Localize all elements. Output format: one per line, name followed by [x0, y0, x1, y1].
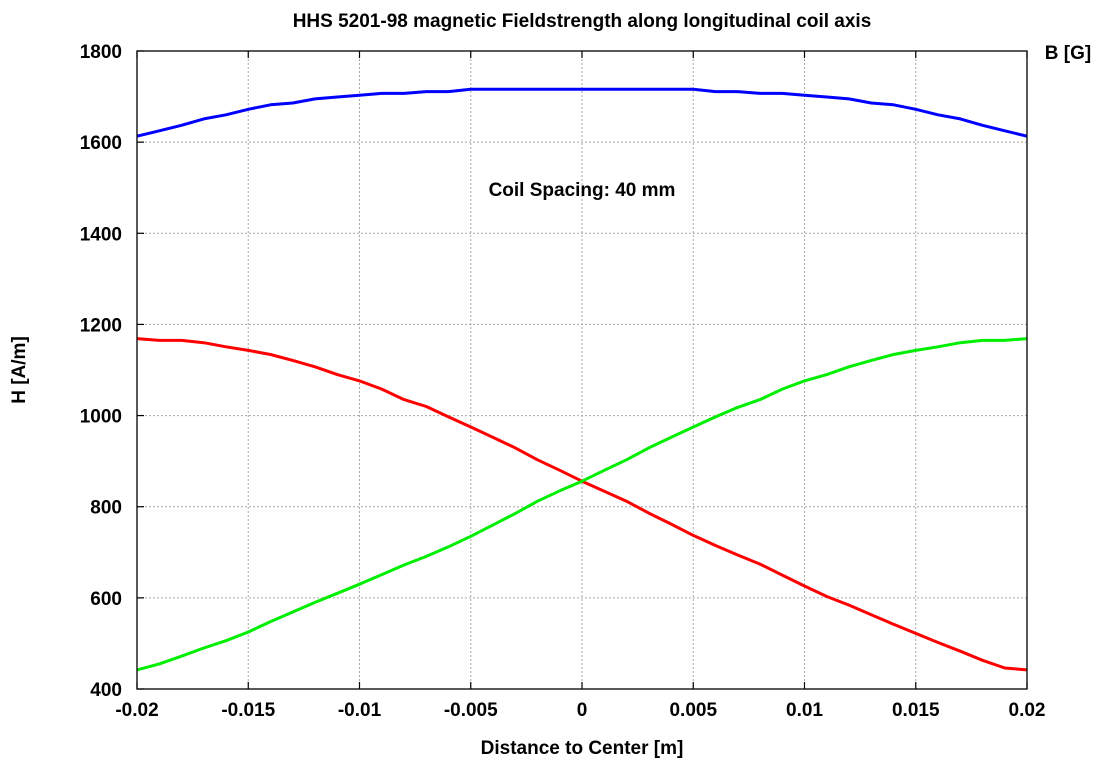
- y-axis-title: H [A/m]: [9, 336, 30, 404]
- y-tick-label: 1000: [80, 407, 122, 428]
- tick-marks: [136, 50, 1028, 690]
- y-tick-label: 1400: [80, 224, 122, 245]
- chart-title: HHS 5201-98 magnetic Fieldstrength along…: [293, 11, 872, 32]
- series-line-green: [136, 337, 1028, 672]
- y2-axis-title: B [G]: [1045, 43, 1091, 64]
- y-tick-label: 400: [90, 680, 122, 701]
- y-tick-label: 1200: [80, 315, 122, 336]
- x-tick-label: 0: [577, 700, 588, 721]
- x-tick-label: 0.015: [892, 700, 940, 721]
- x-tick-label: 0.02: [1009, 700, 1046, 721]
- y-tick-label: 600: [90, 589, 122, 610]
- x-tick-label: -0.01: [338, 700, 382, 721]
- y-tick-label: 1600: [80, 133, 122, 154]
- x-axis-title: Distance to Center [m]: [481, 738, 684, 759]
- gridlines: [137, 51, 1027, 689]
- series-lines: [136, 87, 1028, 672]
- y-tick-labels: 400 600 800 1000 1200 1400 1600 1800: [80, 42, 122, 701]
- x-tick-label: -0.005: [444, 700, 498, 721]
- x-tick-labels: -0.02 -0.015 -0.01 -0.005 0 0.005 0.01 0.015 0.0…: [115, 700, 1045, 721]
- x-tick-label: 0.01: [786, 700, 823, 721]
- series-line-blue: [136, 87, 1028, 138]
- coil-spacing-annotation: Coil Spacing: 40 mm: [489, 180, 676, 201]
- x-tick-label: -0.015: [221, 700, 275, 721]
- y-tick-label: 800: [90, 498, 122, 519]
- x-tick-label: 0.005: [669, 700, 717, 721]
- x-tick-label: -0.02: [115, 700, 158, 721]
- y-tick-label: 1800: [80, 42, 122, 63]
